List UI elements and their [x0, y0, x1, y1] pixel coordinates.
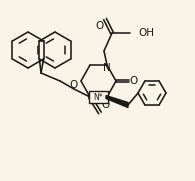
Polygon shape	[106, 96, 128, 108]
Text: OH: OH	[138, 28, 154, 38]
Text: O: O	[96, 21, 104, 31]
Text: O: O	[101, 100, 109, 110]
Text: O: O	[130, 76, 138, 86]
Text: N*: N*	[94, 92, 103, 102]
Text: N: N	[103, 63, 111, 73]
Text: O: O	[70, 81, 78, 90]
FancyBboxPatch shape	[89, 91, 108, 103]
